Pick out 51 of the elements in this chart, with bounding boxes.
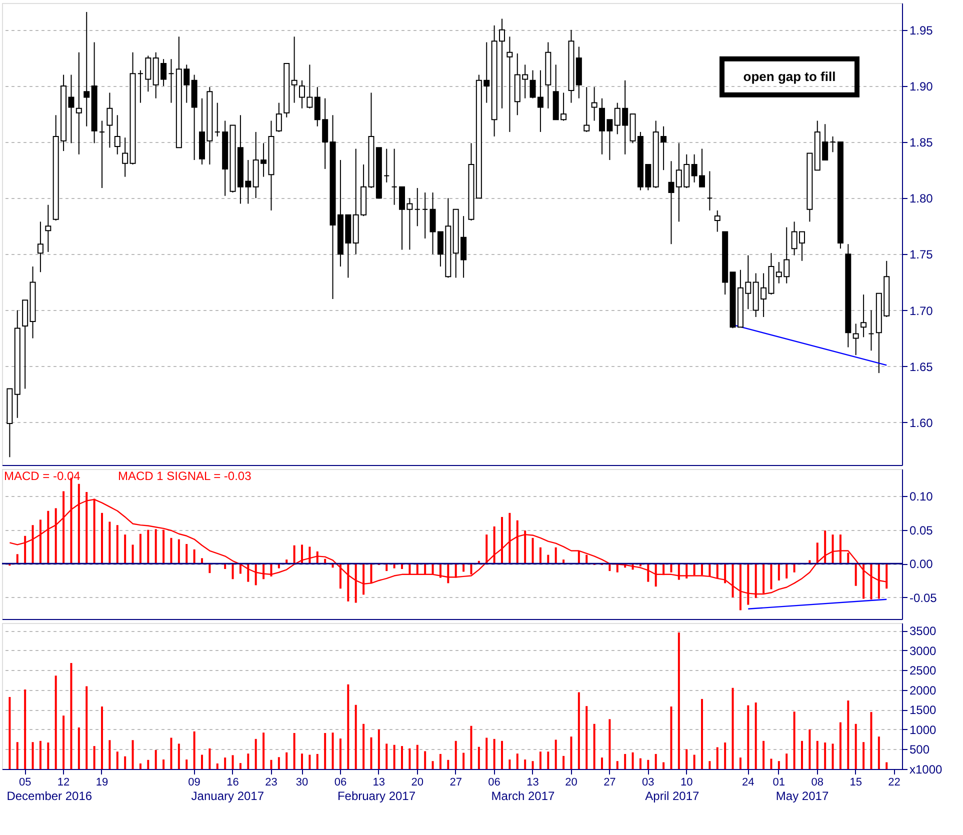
text: May 2017 [776,789,829,803]
x-tick-label: 19 [96,776,108,788]
y-tick-label: 2000 [910,683,937,698]
y-tick-label: 1500 [910,703,937,718]
y-tick-label: 3500 [910,624,937,638]
y-tick-label: 1.85 [910,136,934,150]
text: January 2017 [191,789,264,803]
y-tick-label: 1.70 [910,304,934,318]
x-tick-label: 27 [604,776,616,788]
text: MACD 1 SIGNAL = -0.03 [118,469,252,483]
x-tick-label: 23 [265,776,278,788]
x-tick-label: 10 [680,776,693,788]
x-tick-label: 30 [296,776,308,788]
x-tick-label: 01 [772,776,786,788]
x-tick-label: 05 [18,776,32,788]
series-label: MACD = -0.04 [4,469,81,483]
y-tick-label: 1.60 [910,416,934,430]
x-tick-label: 08 [811,776,824,788]
y-tick-label: 0.10 [910,490,934,504]
y-tick-label: 0.00 [910,557,934,572]
y-tick-label: 1.90 [910,79,934,94]
x-tick-label: 15 [850,776,862,788]
x-tick-label: 16 [226,776,239,788]
x-tick-label: 06 [334,776,347,788]
y-tick-label: 500 [910,742,930,757]
x-tick-label: 22 [888,776,900,788]
y-tick-label: 2500 [910,664,937,678]
x-tick-label: 12 [57,776,70,788]
x-tick-label: 09 [188,776,200,788]
y-tick-label: 1000 [910,722,937,737]
x-tick-label: 27 [450,776,462,788]
x-tick-label: 06 [488,776,500,788]
text: December 2016 [6,789,92,803]
text: April 2017 [645,789,700,803]
x-tick-label: 20 [411,776,424,788]
y-tick-label: 0.05 [910,523,934,538]
y-tick-label: x1000 [910,762,943,776]
x-tick-label: 03 [642,776,654,788]
text: February 2017 [337,789,416,803]
y-tick-label: 1.95 [910,23,934,38]
x-tick-label: 24 [742,776,754,788]
y-tick-label: 1.75 [910,248,934,262]
x-tick-label: 20 [565,776,578,788]
text: March 2017 [491,789,556,803]
y-tick-label: 1.65 [910,360,934,374]
y-tick-label: 1.80 [910,192,934,206]
x-tick-label: 13 [526,776,539,788]
annotation: open gap to fill [743,68,836,84]
y-tick-label: 3000 [910,644,937,658]
y-tick-label: -0.05 [910,590,938,605]
x-tick-label: 13 [372,776,386,788]
